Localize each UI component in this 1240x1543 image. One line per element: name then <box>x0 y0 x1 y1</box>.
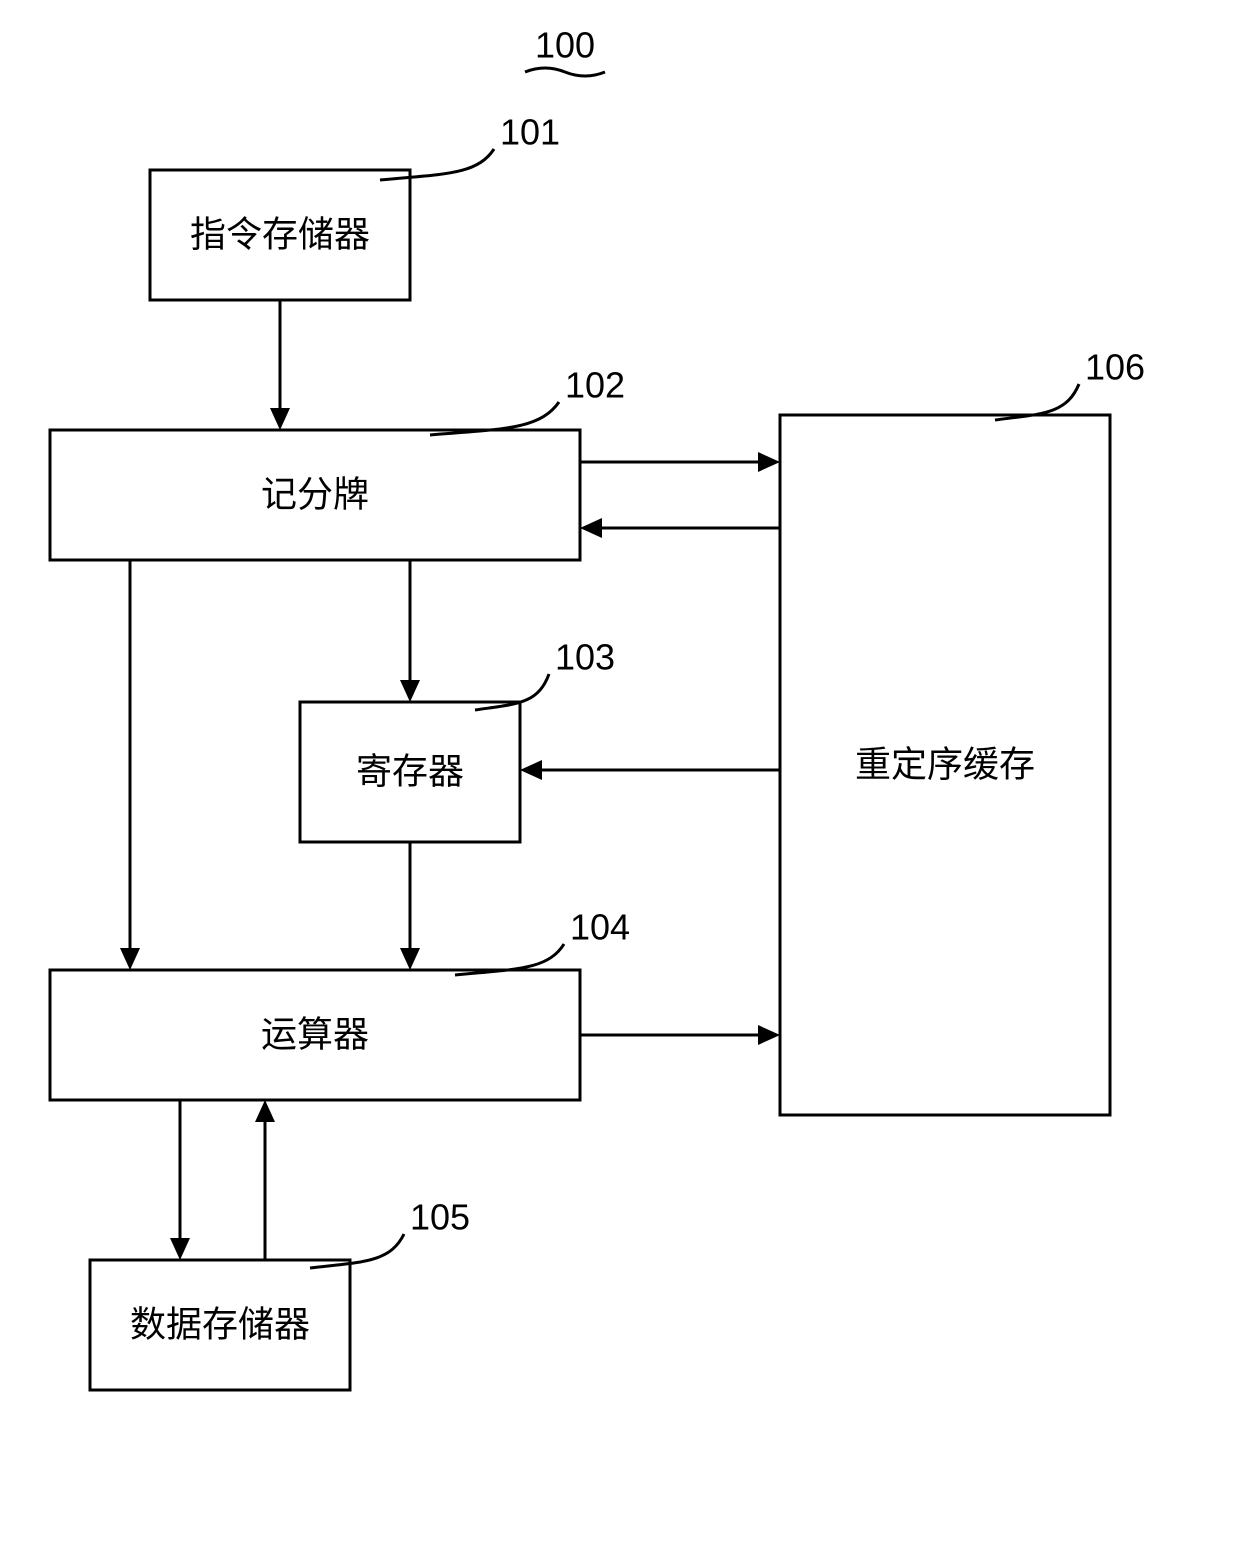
block-diagram: 100 指令存储器记分牌寄存器运算器数据存储器 重定序缓存 101 102 103 104 1… <box>0 0 1240 1543</box>
refnum-r101: 101 <box>500 112 560 153</box>
block-n102: 记分牌 <box>50 430 580 560</box>
refnum-r103: 103 <box>555 637 615 678</box>
block-label-n104: 运算器 <box>261 1014 369 1055</box>
a-102-104-head <box>120 948 140 970</box>
figure-ref-100: 100 <box>535 25 595 66</box>
a-102-106-head <box>758 452 780 472</box>
refnum-r105: 105 <box>410 1197 470 1238</box>
a-106-103-head <box>520 760 542 780</box>
a-106-102-head <box>580 518 602 538</box>
block-n103: 寄存器 <box>300 702 520 842</box>
a-104-105-d-head <box>170 1238 190 1260</box>
refnum-r104: 104 <box>570 907 630 948</box>
block-label-n103: 寄存器 <box>356 751 464 792</box>
block-n105: 数据存储器 <box>90 1260 350 1390</box>
a-105-104-u-head <box>255 1100 275 1122</box>
a-104-106-head <box>758 1025 780 1045</box>
block-label-n106: 重定序缓存 <box>855 744 1035 785</box>
block-label-n101: 指令存储器 <box>190 214 370 255</box>
a-103-104-head <box>400 948 420 970</box>
block-n104: 运算器 <box>50 970 580 1100</box>
a-102-103-head <box>400 680 420 702</box>
refnum-r102: 102 <box>565 365 625 406</box>
block-label-n105: 数据存储器 <box>130 1304 310 1345</box>
figure-ref-100-underline <box>525 68 605 76</box>
block-n101: 指令存储器 <box>150 170 410 300</box>
block-label-n102: 记分牌 <box>261 474 369 515</box>
block-n106: 重定序缓存 <box>780 415 1110 1115</box>
a-101-102-head <box>270 408 290 430</box>
refnum-r106: 106 <box>1085 347 1145 388</box>
